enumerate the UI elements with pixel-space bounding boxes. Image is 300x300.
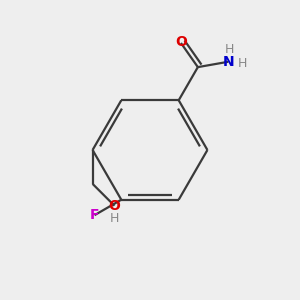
Text: N: N [223,55,234,69]
Text: H: H [225,43,235,56]
Text: F: F [90,208,99,222]
Text: H: H [238,57,247,70]
Text: H: H [110,212,119,226]
Text: O: O [109,199,120,213]
Text: O: O [175,34,187,49]
